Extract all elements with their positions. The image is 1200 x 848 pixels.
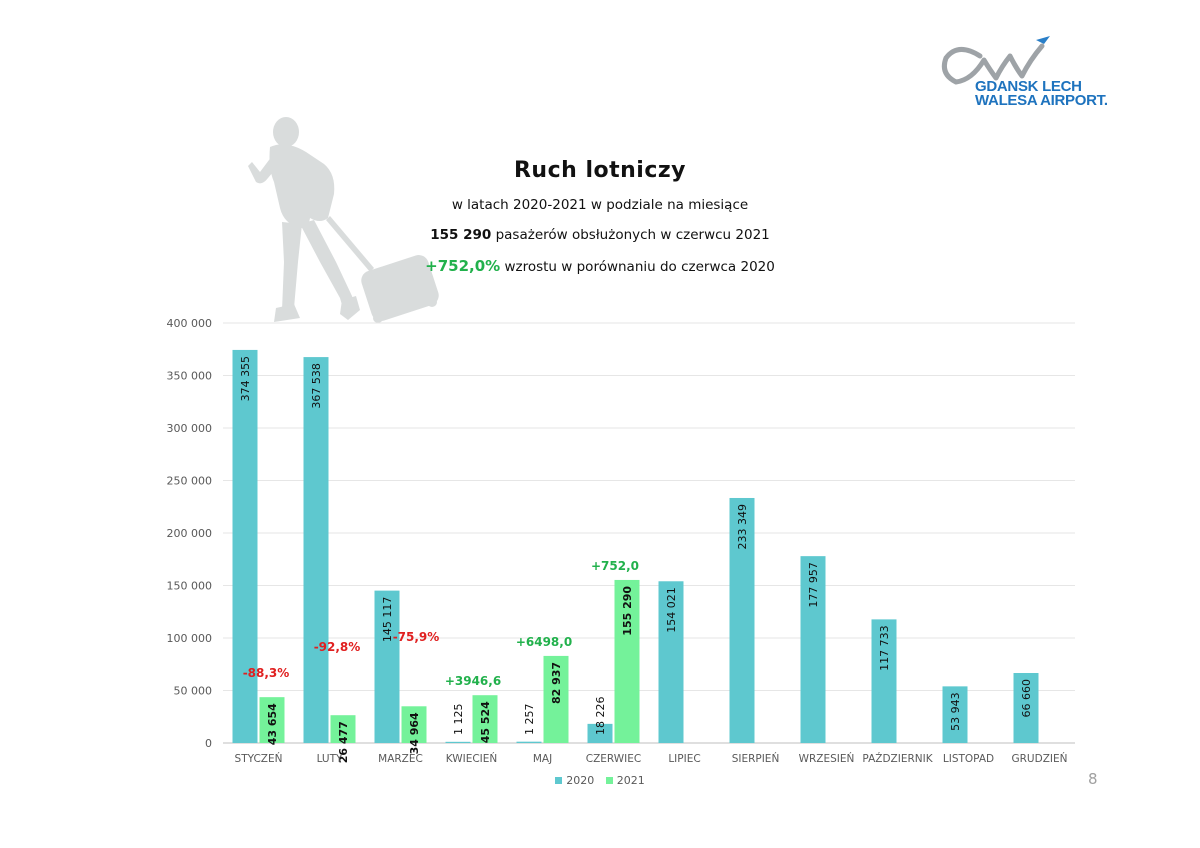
y-tick-label: 400 000 <box>167 317 213 330</box>
legend-label-2020: 2020 <box>566 774 595 787</box>
y-tick-label: 250 000 <box>167 475 213 488</box>
change-annotation: -88,3% <box>243 666 290 680</box>
legend-item-2020: 2020 <box>555 774 594 787</box>
data-label-2020: 66 660 <box>1020 679 1033 718</box>
x-tick-label: STYCZEŃ <box>235 752 283 765</box>
change-annotation: +3946,6 <box>445 674 501 688</box>
data-label-2020: 1 125 <box>452 704 465 736</box>
bar-2020 <box>587 723 613 743</box>
data-label-2021: 43 654 <box>266 703 279 745</box>
x-tick-label: LISTOPAD <box>943 753 994 765</box>
bar-2020 <box>1013 673 1039 743</box>
airport-logo: GDANSK LECH WALESA AIRPORT. <box>938 30 1108 110</box>
legend-item-2021: 2021 <box>605 774 645 787</box>
data-label-2021: 45 524 <box>479 701 492 743</box>
x-tick-label: SIERPIEŃ <box>732 752 780 765</box>
highlight-value: 155 290 <box>430 227 492 243</box>
legend-swatch-2021 <box>605 777 613 784</box>
y-tick-label: 100 000 <box>167 632 213 645</box>
x-tick-label: GRUDZIEŃ <box>1012 752 1068 765</box>
bar-2021 <box>543 655 569 743</box>
y-tick-label: 300 000 <box>167 422 213 435</box>
x-tick-label: LIPIEC <box>668 753 700 765</box>
logo-mark-icon <box>941 36 1050 85</box>
data-label-2020: 367 538 <box>310 363 323 409</box>
chart-subtitle: w latach 2020-2021 w podziale na miesiąc… <box>451 197 749 213</box>
legend-label-2021: 2021 <box>616 774 645 787</box>
data-label-2020: 117 733 <box>878 625 891 671</box>
change-annotation: -92,8% <box>314 640 361 654</box>
logo-line2: WALESA AIRPORT. <box>975 92 1108 109</box>
change-annotation: +752,0 <box>591 559 639 573</box>
bar-2020 <box>303 357 329 743</box>
bar-2020 <box>516 741 542 743</box>
y-tick-label: 0 <box>205 737 212 750</box>
chart-header: Ruch lotniczy w latach 2020-2021 w podzi… <box>340 158 860 275</box>
y-tick-label: 350 000 <box>167 370 213 383</box>
data-label-2021: 34 964 <box>408 712 421 754</box>
x-tick-label: KWIECIEŃ <box>446 752 498 765</box>
y-tick-label: 200 000 <box>167 527 213 540</box>
change-annotation: -75,9% <box>393 630 440 644</box>
bar-2020 <box>871 619 897 743</box>
bar-2020 <box>800 556 826 743</box>
highlight-text: pasażerów obsłużonych w czerwcu 2021 <box>495 227 770 243</box>
bar-2021 <box>330 715 356 743</box>
change-annotation: +6498,0 <box>516 635 572 649</box>
x-tick-label: WRZESIEŃ <box>799 752 855 765</box>
bar-2021 <box>614 579 640 743</box>
bar-2020 <box>942 686 968 743</box>
growth-text: wzrostu w porównaniu do czerwca 2020 <box>504 259 775 275</box>
page-number: 8 <box>1088 770 1098 788</box>
legend-swatch-2020 <box>555 777 563 784</box>
bar-2021 <box>259 697 285 743</box>
x-tick-label: MARZEC <box>378 753 423 765</box>
bar-2021 <box>401 706 427 743</box>
data-label-2020: 53 943 <box>949 692 962 731</box>
bar-2020 <box>729 497 755 743</box>
y-tick-label: 50 000 <box>174 685 213 698</box>
chart-title: Ruch lotniczy <box>513 158 687 183</box>
x-tick-label: PAŹDZIERNIK <box>862 752 933 765</box>
data-label-2020: 1 257 <box>523 704 536 736</box>
x-tick-label: CZERWIEC <box>586 753 641 765</box>
growth-line: +752,0% wzrostu w porównaniu do czerwca … <box>340 257 860 275</box>
growth-value: +752,0% <box>425 257 501 275</box>
highlight-line: 155 290 pasażerów obsłużonych w czerwcu … <box>340 227 860 243</box>
x-tick-label: LUTY <box>317 753 343 765</box>
bar-2020 <box>658 581 684 743</box>
data-label-2020: 154 021 <box>665 587 678 633</box>
bar-2020 <box>232 349 258 743</box>
data-label-2020: 374 355 <box>239 356 252 402</box>
data-label-2020: 145 117 <box>381 597 394 643</box>
logo-line1: GDANSK LECH <box>975 78 1082 95</box>
chart-legend: 2020 2021 <box>0 774 1200 787</box>
data-label-2021: 26 477 <box>337 721 350 763</box>
data-label-2020: 233 349 <box>736 504 749 549</box>
data-label-2020: 18 226 <box>594 697 607 736</box>
y-tick-label: 150 000 <box>167 580 213 593</box>
x-tick-label: MAJ <box>533 753 552 765</box>
data-label-2021: 155 290 <box>621 586 634 636</box>
bar-2021 <box>472 695 498 743</box>
data-label-2021: 82 937 <box>550 662 563 704</box>
data-label-2020: 177 957 <box>807 562 820 608</box>
traveler-silhouette-icon <box>248 117 439 323</box>
bar-2020 <box>374 590 400 743</box>
bar-2020 <box>445 741 471 743</box>
